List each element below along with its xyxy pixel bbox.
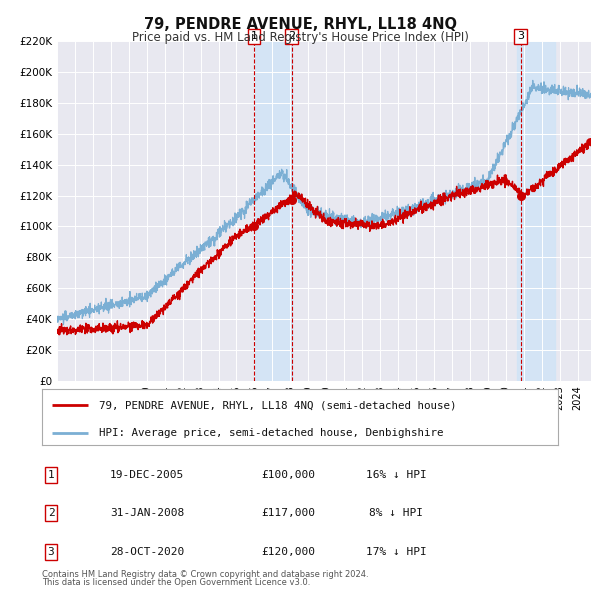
Text: This data is licensed under the Open Government Licence v3.0.: This data is licensed under the Open Gov…	[42, 578, 310, 587]
Text: 16% ↓ HPI: 16% ↓ HPI	[365, 470, 427, 480]
Text: 19-DEC-2005: 19-DEC-2005	[110, 470, 184, 480]
Text: 28-OCT-2020: 28-OCT-2020	[110, 547, 184, 556]
Text: 1: 1	[250, 31, 257, 41]
Text: 3: 3	[517, 31, 524, 41]
Text: 79, PENDRE AVENUE, RHYL, LL18 4NQ (semi-detached house): 79, PENDRE AVENUE, RHYL, LL18 4NQ (semi-…	[99, 400, 456, 410]
Text: 8% ↓ HPI: 8% ↓ HPI	[369, 509, 423, 518]
Text: £100,000: £100,000	[261, 470, 315, 480]
Text: Price paid vs. HM Land Registry's House Price Index (HPI): Price paid vs. HM Land Registry's House …	[131, 31, 469, 44]
Text: £120,000: £120,000	[261, 547, 315, 556]
Bar	[254, 41, 292, 381]
Text: 17% ↓ HPI: 17% ↓ HPI	[365, 547, 427, 556]
Text: 2: 2	[47, 509, 55, 518]
Text: HPI: Average price, semi-detached house, Denbighshire: HPI: Average price, semi-detached house,…	[99, 428, 443, 438]
Text: 31-JAN-2008: 31-JAN-2008	[110, 509, 184, 518]
Text: 79, PENDRE AVENUE, RHYL, LL18 4NQ: 79, PENDRE AVENUE, RHYL, LL18 4NQ	[143, 17, 457, 32]
Text: Contains HM Land Registry data © Crown copyright and database right 2024.: Contains HM Land Registry data © Crown c…	[42, 570, 368, 579]
Text: 3: 3	[47, 547, 55, 556]
Bar	[517, 41, 555, 381]
Text: 2: 2	[288, 31, 295, 41]
Text: £117,000: £117,000	[261, 509, 315, 518]
Text: 1: 1	[47, 470, 55, 480]
